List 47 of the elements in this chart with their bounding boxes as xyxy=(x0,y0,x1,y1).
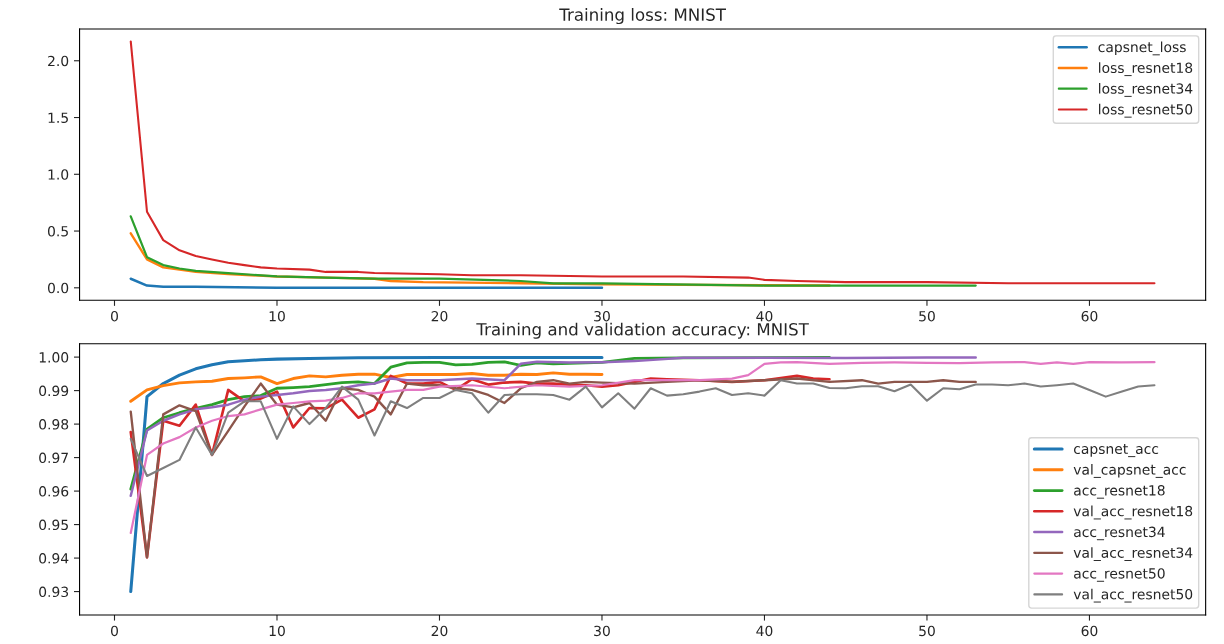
legend-label: acc_resnet50 xyxy=(1074,568,1165,582)
y-tick-label: 0.97 xyxy=(39,452,68,464)
legend-label: capsnet_acc xyxy=(1074,444,1159,458)
line-series xyxy=(129,377,977,559)
legend-label: loss_resnet50 xyxy=(1099,103,1193,118)
x-tick-label: 0 xyxy=(110,625,118,637)
x-tick-label: 30 xyxy=(594,625,610,637)
y-tick-label: 2.0 xyxy=(48,55,69,67)
y-tick-label: 0.93 xyxy=(39,586,69,598)
line-series xyxy=(129,355,604,594)
legend-label: val_acc_resnet50 xyxy=(1073,588,1193,603)
line-series xyxy=(129,356,977,498)
x-tick-label: 60 xyxy=(1081,310,1098,322)
legend-label: capsnet_loss xyxy=(1098,41,1186,56)
y-tick-label: 0.94 xyxy=(39,553,69,564)
y-tick-label: 0.0 xyxy=(47,282,69,294)
y-tick-label: 1.5 xyxy=(48,112,68,123)
x-tick-label: 20 xyxy=(431,310,448,322)
x-tick-label: 50 xyxy=(919,625,935,637)
x-tick-label: 50 xyxy=(919,310,935,322)
legend-label: val_acc_resnet18 xyxy=(1073,505,1193,520)
line-series xyxy=(129,371,604,403)
x-tick-label: 40 xyxy=(756,310,773,322)
x-tick-label: 10 xyxy=(269,625,285,637)
legend-label: val_capsnet_acc xyxy=(1073,464,1186,478)
chart-title: Training and validation accuracy: MNIST xyxy=(476,322,809,339)
y-tick-label: 0.98 xyxy=(39,419,69,430)
legend-label: val_acc_resnet34 xyxy=(1073,547,1193,561)
y-tick-label: 0.95 xyxy=(39,519,68,531)
x-tick-label: 30 xyxy=(594,310,610,322)
x-tick-label: 40 xyxy=(756,625,773,637)
y-tick-label: 0.5 xyxy=(47,226,68,237)
x-tick-label: 20 xyxy=(431,625,448,637)
y-tick-label: 0.99 xyxy=(39,385,69,397)
x-tick-label: 10 xyxy=(269,310,285,322)
legend-label: loss_resnet34 xyxy=(1099,83,1193,97)
line-series xyxy=(129,277,604,290)
y-tick-label: 1.00 xyxy=(39,352,69,363)
x-tick-label: 0 xyxy=(110,310,118,322)
legend-label: acc_resnet34 xyxy=(1074,526,1165,541)
line-series xyxy=(129,215,977,287)
legend-label: acc_resnet18 xyxy=(1074,485,1165,499)
y-tick-label: 0.96 xyxy=(39,486,69,497)
chart-title: Training loss: MNIST xyxy=(559,7,726,25)
x-tick-label: 60 xyxy=(1081,625,1098,637)
legend-label: loss_resnet18 xyxy=(1099,62,1193,77)
y-tick-label: 1.0 xyxy=(48,169,69,180)
